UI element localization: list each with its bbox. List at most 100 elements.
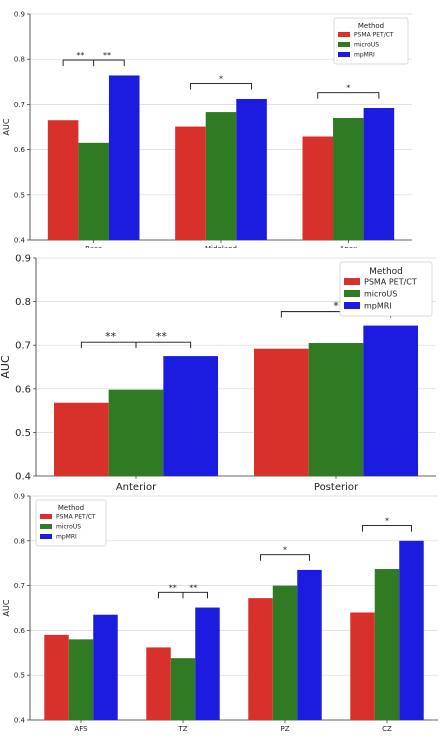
x-tick-label: Anterior: [116, 482, 157, 492]
significance-label: *: [385, 517, 389, 526]
y-tick-label: 0.7: [14, 101, 25, 109]
bar: [146, 647, 171, 720]
legend-box: [333, 17, 409, 65]
y-tick-label: 0.6: [15, 384, 31, 395]
legend-box: [35, 499, 107, 547]
legend-label: microUS: [56, 524, 81, 531]
x-tick-label: PZ: [280, 725, 289, 733]
legend-box: [339, 261, 433, 317]
significance-label: **: [76, 51, 84, 60]
legend-label: microUS: [354, 42, 379, 49]
y-tick-label: 0.8: [14, 537, 25, 545]
legend-swatch: [338, 52, 350, 57]
significance-bracket: [317, 92, 380, 99]
legend-title: Method: [58, 504, 84, 512]
legend-swatch: [40, 534, 52, 539]
legend-label: mpMRI: [354, 52, 375, 59]
legend-label: microUS: [364, 290, 397, 299]
bar: [333, 117, 364, 240]
legend-swatch: [40, 514, 52, 519]
y-axis-label: AUC: [0, 355, 12, 379]
y-tick-label: 0.9: [14, 10, 25, 18]
y-axis-label: AUC: [2, 599, 11, 616]
bar: [44, 634, 69, 720]
y-tick-label: 0.6: [14, 146, 26, 154]
bar: [374, 569, 400, 720]
bar: [163, 356, 218, 476]
significance-bracket: [260, 554, 310, 561]
legend-swatch: [344, 302, 360, 309]
bar: [236, 98, 267, 240]
y-tick-label: 0.6: [14, 627, 26, 635]
bar: [363, 325, 418, 476]
bar: [248, 598, 273, 720]
legend-swatch: [344, 290, 360, 297]
chart-panel-by-zone: 0.4 0.5 0.6 0.7 0.8 0.9 AUC AFS TZ PZ CZ ** ** * * Meth…: [0, 492, 448, 744]
bar: [175, 126, 206, 240]
significance-label: *: [283, 546, 287, 555]
significance-label: **: [169, 583, 177, 592]
bar: [108, 389, 164, 476]
legend-swatch: [338, 32, 350, 37]
x-tick-label: CZ: [382, 725, 392, 733]
legend-label: PSMA PET/CT: [364, 278, 417, 287]
bar: [93, 614, 118, 720]
bar: [297, 569, 322, 720]
y-tick-label: 0.5: [14, 672, 25, 680]
legend-swatch: [40, 524, 52, 529]
legend-swatch: [338, 42, 350, 47]
bar: [350, 612, 375, 720]
y-tick-label: 0.7: [14, 582, 25, 590]
y-tick-label: 0.4: [14, 716, 26, 724]
y-tick-label: 0.8: [14, 56, 25, 64]
significance-bracket: [362, 525, 412, 532]
bar: [302, 136, 334, 240]
y-tick-label: 0.8: [15, 297, 31, 308]
y-axis-label: AUC: [2, 118, 11, 135]
legend-label: mpMRI: [56, 534, 77, 541]
y-tick-label: 0.5: [14, 191, 25, 199]
bar: [254, 348, 309, 476]
bar: [78, 142, 109, 240]
legend: Method PSMA PET/CT microUS mpMRI: [333, 17, 409, 65]
significance-label: **: [156, 330, 168, 343]
legend-title: Method: [369, 267, 403, 277]
chart-svg: 0.40.50.60.70.80.9AUCBaseMidglandApex***…: [2, 10, 412, 248]
bar: [47, 120, 79, 240]
bar: [195, 607, 220, 720]
bar: [205, 112, 237, 240]
significance-bracket: [189, 83, 253, 90]
x-tick-label: Posterior: [314, 482, 359, 492]
y-tick-label: 0.9: [14, 492, 25, 500]
bar: [399, 540, 424, 720]
y-tick-label: 0.9: [15, 254, 31, 265]
x-tick-label: TZ: [177, 725, 187, 733]
x-tick-label: Apex: [340, 245, 358, 248]
bar: [308, 343, 364, 476]
x-tick-label: AFS: [74, 725, 88, 733]
legend-label: PSMA PET/CT: [354, 32, 394, 39]
significance-label: **: [189, 583, 197, 592]
legend-title: Method: [358, 22, 384, 30]
x-tick-label: Base: [85, 245, 102, 248]
significance-label: *: [346, 84, 350, 93]
x-tick-label: Midgland: [205, 245, 237, 248]
significance-label: *: [219, 75, 223, 84]
y-tick-label: 0.7: [15, 341, 31, 352]
legend-swatch: [344, 278, 360, 285]
bar: [54, 402, 109, 476]
bar: [68, 639, 94, 720]
bar: [108, 75, 140, 240]
significance-label: **: [105, 330, 117, 343]
significance-label: *: [333, 300, 339, 313]
y-tick-label: 0.4: [15, 472, 31, 483]
chart-panel-by-level: 0.40.50.60.70.80.9AUCBaseMidglandApex***…: [0, 0, 448, 248]
significance-label: **: [103, 51, 111, 60]
chart-panel-by-location: 0.4 0.5 0.6 0.7 0.8 0.9 AUC Anterior Posterior **…: [0, 248, 448, 492]
bar: [170, 658, 196, 720]
y-tick-label: 0.5: [15, 428, 31, 439]
